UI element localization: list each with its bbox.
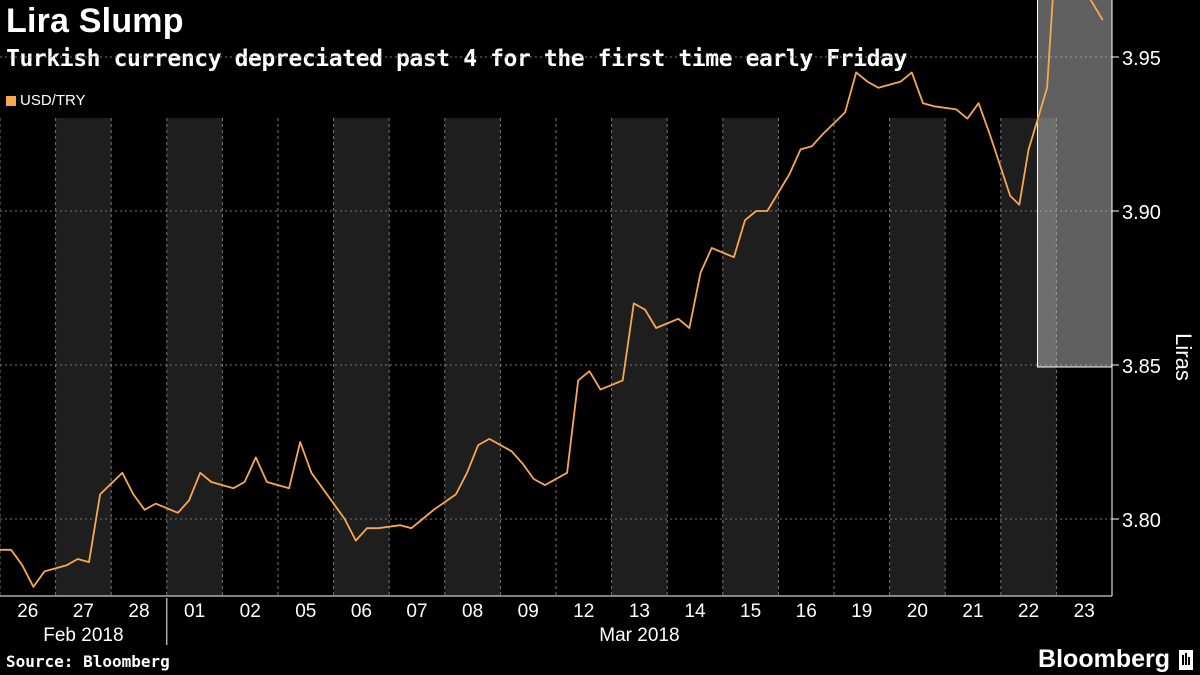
shaded-day-band	[889, 118, 946, 596]
x-tick-label: 12	[573, 601, 594, 622]
x-tick-label: 01	[184, 601, 205, 622]
x-tick-label: 02	[240, 601, 261, 622]
series-line-usd-try	[0, 0, 1104, 588]
chart-title: Lira Slump	[6, 2, 184, 40]
shaded-day-band	[333, 118, 390, 596]
x-tick-label: 13	[629, 601, 650, 622]
month-label: Mar 2018	[599, 625, 679, 646]
legend-swatch	[6, 95, 16, 106]
shaded-day-band	[611, 118, 668, 596]
shaded-day-band	[444, 118, 501, 596]
x-tick-label: 07	[406, 601, 427, 622]
y-tick-label: 3.95	[1122, 48, 1161, 70]
x-tick-label: 26	[17, 601, 38, 622]
y-tick-label: 3.90	[1122, 202, 1161, 224]
x-tick-label: 21	[962, 601, 983, 622]
y-tick-label: 3.80	[1122, 510, 1161, 532]
x-tick-label: 19	[851, 601, 872, 622]
shaded-day-band	[55, 118, 112, 596]
x-tick-label: 27	[73, 601, 94, 622]
x-tick-label: 08	[462, 601, 483, 622]
y-tick-label: 3.85	[1122, 356, 1161, 378]
chart-subtitle: Turkish currency depreciated past 4 for …	[6, 46, 907, 72]
x-tick-label: 28	[128, 601, 149, 622]
y-axis-label: Liras	[1171, 333, 1196, 381]
source-note: Source: Bloomberg	[6, 652, 170, 671]
highlight-box	[1036, 0, 1113, 368]
x-tick-label: 16	[796, 601, 817, 622]
x-tick-label: 09	[518, 601, 539, 622]
bloomberg-icon	[1179, 649, 1193, 670]
x-tick-label: 23	[1074, 601, 1095, 622]
x-tick-label: 05	[295, 601, 316, 622]
shaded-day-band	[166, 118, 223, 596]
brand-logo: Bloomberg	[1038, 645, 1194, 674]
brand-name: Bloomberg	[1038, 645, 1170, 673]
legend-label: USD/TRY	[20, 92, 86, 109]
month-label: Feb 2018	[43, 625, 123, 646]
x-tick-label: 15	[740, 601, 761, 622]
x-tick-label: 06	[351, 601, 372, 622]
legend: USD/TRY	[6, 92, 86, 109]
shaded-day-band	[722, 118, 779, 596]
x-tick-label: 14	[684, 601, 706, 622]
x-tick-label: 20	[907, 601, 928, 622]
x-tick-label: 22	[1018, 601, 1039, 622]
